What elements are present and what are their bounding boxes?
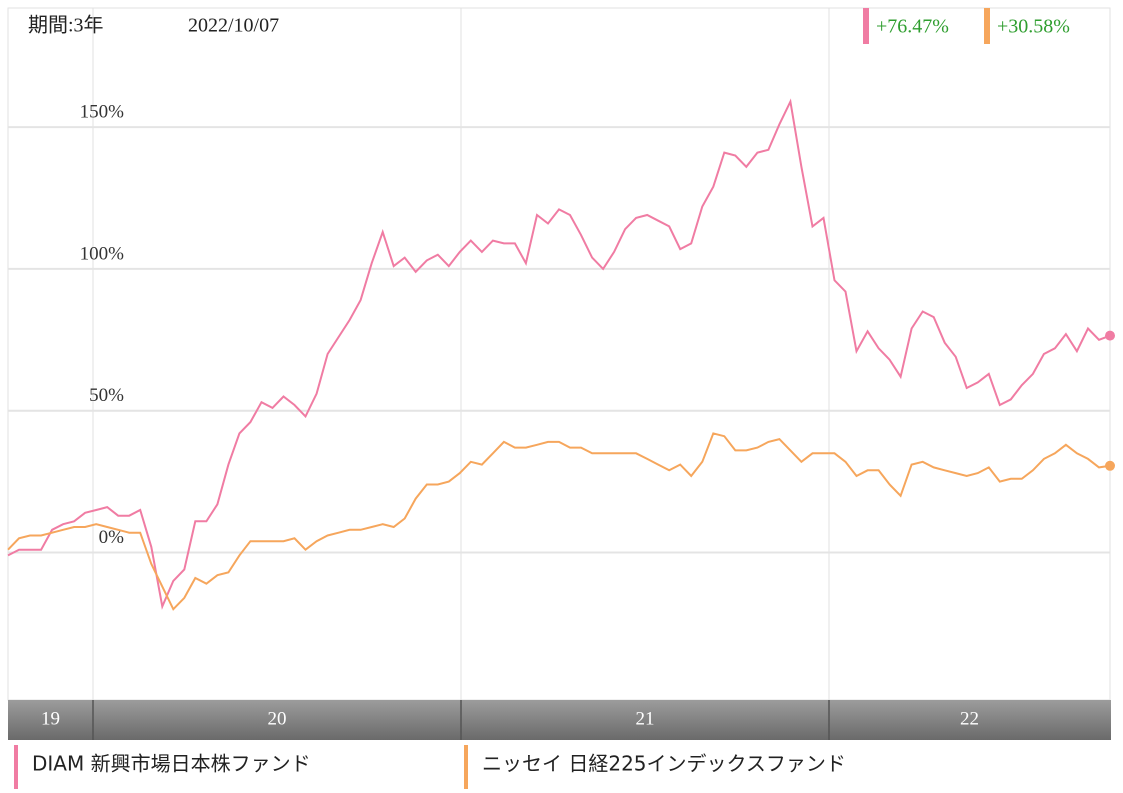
x-axis-bar <box>8 700 1111 740</box>
x-tick-label: 21 <box>636 708 655 729</box>
x-tick-label: 20 <box>268 708 287 729</box>
change-label: +30.58% <box>997 16 1070 38</box>
line-series <box>7 432 1111 611</box>
x-tick-label: 22 <box>960 708 979 729</box>
end-point <box>1105 460 1115 471</box>
legend-swatch <box>14 745 18 789</box>
period: 期間:3年 <box>28 14 104 37</box>
line-series <box>7 98 1111 610</box>
change-label: +76.47% <box>876 16 949 38</box>
legend-swatch <box>863 8 869 44</box>
y-tick-label: 50% <box>89 385 124 406</box>
date: 2022/10/07 <box>188 15 279 37</box>
legend-label: ニッセイ 日経225インデックスファンド <box>482 752 846 776</box>
legend-swatch <box>464 745 468 789</box>
x-tick-label: 19 <box>41 708 60 729</box>
y-tick-label: 100% <box>80 243 125 264</box>
y-tick-label: 0% <box>99 527 125 548</box>
y-tick-label: 150% <box>80 101 125 122</box>
legend-label: DIAM 新興市場日本株ファンド <box>32 752 311 776</box>
end-point <box>1105 330 1115 341</box>
legend-swatch <box>984 8 990 44</box>
plot-frame <box>7 7 1111 701</box>
